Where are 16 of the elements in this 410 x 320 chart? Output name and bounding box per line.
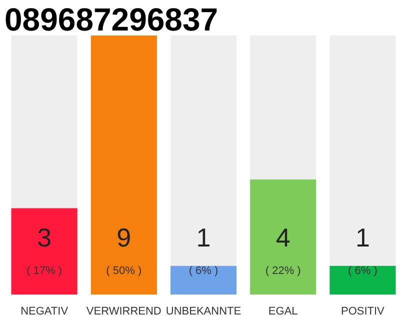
data-label: 1 [196, 222, 211, 253]
data-label: 9 [116, 222, 132, 253]
annotation: ( 6% ) [188, 265, 218, 278]
x-tick-label: EGAL [268, 306, 298, 318]
x-tick-label: UNBEKANNTE [166, 306, 242, 318]
x-tick-label: VERWIRREND [86, 306, 162, 318]
annotation: ( 50% ) [106, 265, 142, 278]
x-tick-label: NEGATIV [20, 306, 69, 318]
data-label: 3 [37, 222, 52, 253]
data-label: 4 [276, 222, 290, 253]
annotation: ( 17% ) [26, 265, 62, 278]
annotation: ( 22% ) [265, 265, 301, 278]
chart-title: 089687296837 [4, 2, 218, 38]
annotation: ( 6% ) [348, 265, 378, 278]
data-label: 1 [355, 222, 370, 253]
x-tick-label: POSITIV [341, 306, 386, 318]
